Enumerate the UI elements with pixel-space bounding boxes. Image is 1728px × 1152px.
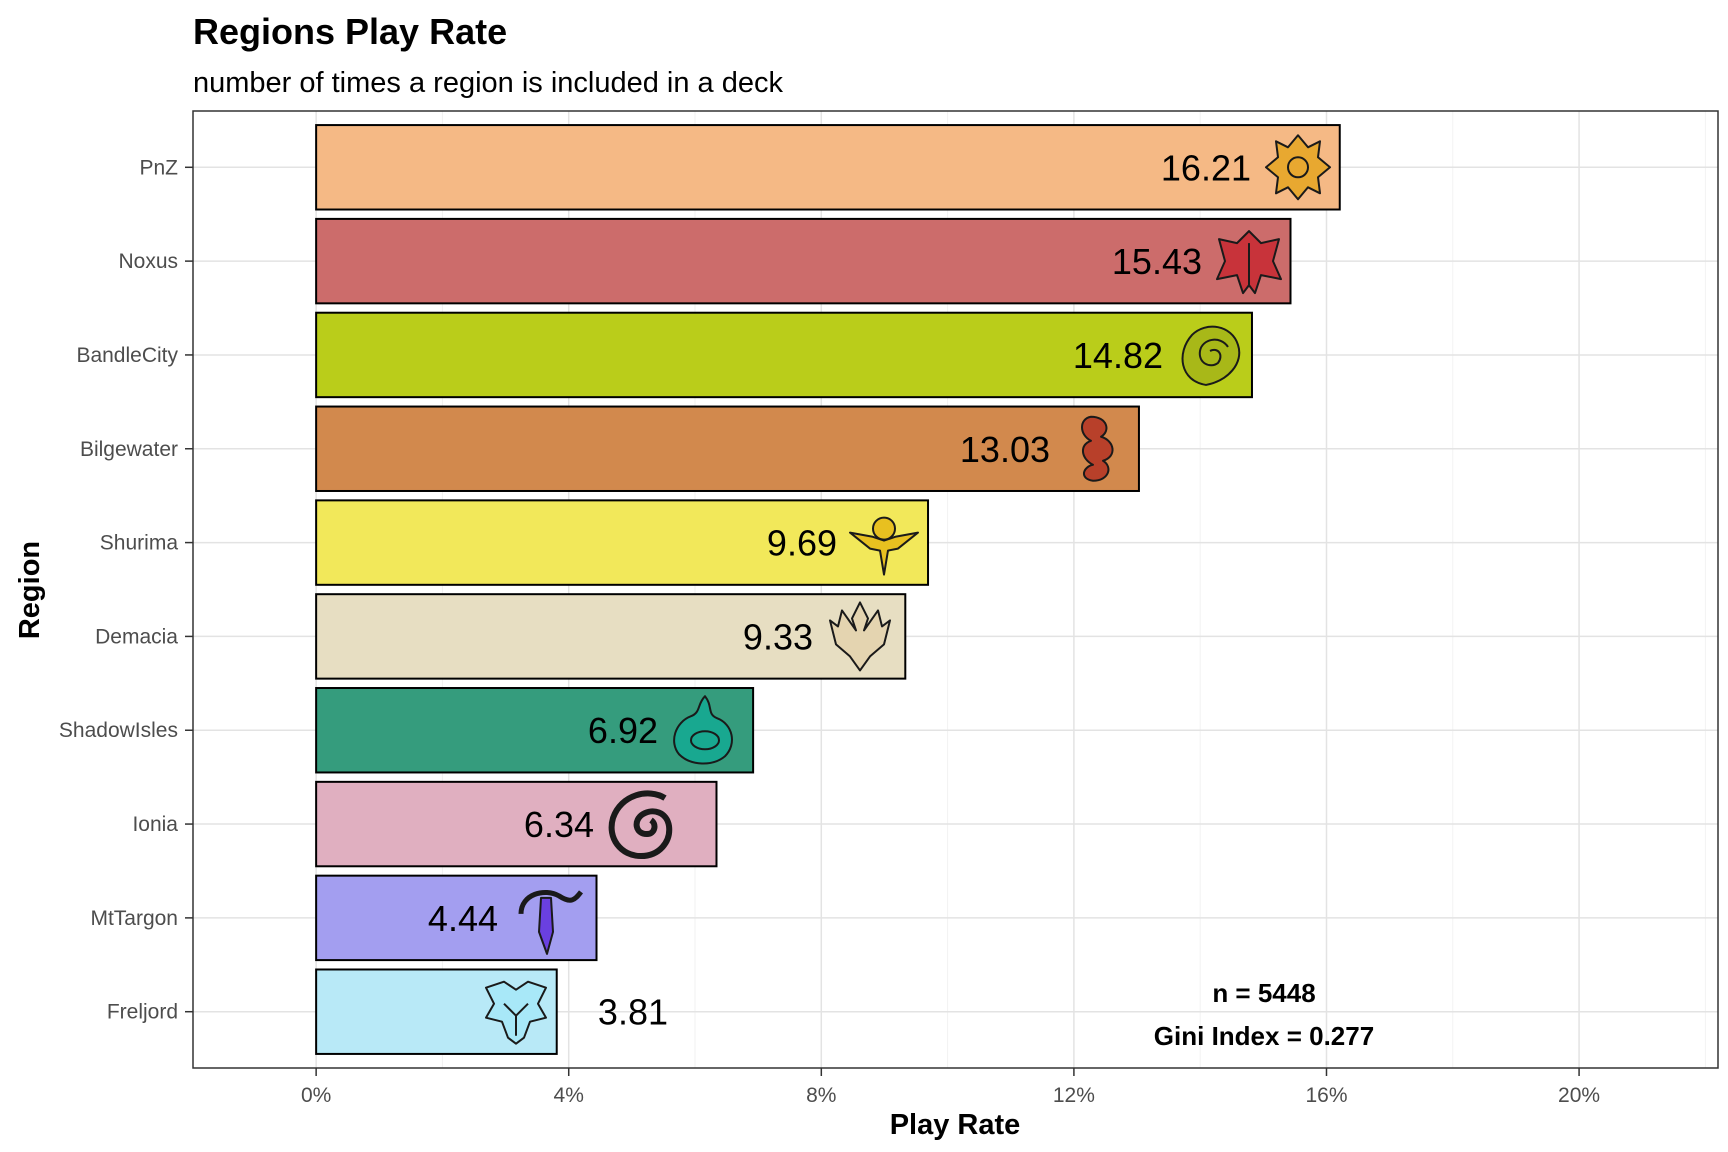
mttargon-crest-icon: [518, 890, 583, 955]
bar-bandlecity: [315, 311, 1253, 399]
bilgewater-crest-icon: [1081, 415, 1114, 482]
x-tick-label: 4%: [554, 1084, 584, 1107]
value-label-noxus: 15.43: [1112, 241, 1202, 282]
ionia-crest-icon: [608, 790, 673, 860]
gini-annotation: Gini Index = 0.277: [1154, 1021, 1374, 1051]
noxus-crest-icon: [1216, 230, 1282, 295]
bar-bilgewater: [315, 405, 1140, 492]
category-label-ionia: Ionia: [132, 813, 178, 836]
bar-shurima: [315, 499, 930, 586]
value-label-demacia: 9.33: [743, 616, 813, 657]
region-icons: [485, 134, 1331, 1045]
category-label-mttargon: MtTargon: [90, 907, 178, 930]
y-axis-title: Region: [14, 541, 46, 639]
value-labels: 16.21 15.43 14.82 13.03 9.69 9.33 6.92 6.34 4.44…: [428, 147, 1251, 1032]
chart-title: Regions Play Rate: [193, 11, 507, 52]
x-axis-title: Play Rate: [890, 1109, 1021, 1141]
category-label-pnz: PnZ: [139, 156, 178, 179]
category-label-shadowisles: ShadowIsles: [59, 719, 178, 742]
x-tick-label: 12%: [1053, 1084, 1095, 1107]
value-label-freljord: 3.81: [598, 992, 668, 1033]
value-label-bandlecity: 14.82: [1073, 335, 1163, 376]
category-label-bilgewater: Bilgewater: [80, 438, 178, 461]
value-label-bilgewater: 13.03: [960, 429, 1050, 470]
x-axis: 0% 4% 8% 12% 16% 20%: [301, 1068, 1600, 1107]
plot-border: [192, 110, 1719, 1069]
sample-size-annotation: n = 5448: [1212, 978, 1315, 1008]
value-label-shadowisles: 6.92: [588, 710, 658, 751]
chart-subtitle: number of times a region is included in …: [193, 67, 783, 99]
bar-pnz: [315, 124, 1341, 211]
category-label-freljord: Freljord: [107, 1001, 178, 1024]
category-label-bandlecity: BandleCity: [76, 344, 178, 367]
x-tick-label: 8%: [806, 1084, 836, 1107]
bars: [315, 124, 1341, 1055]
pnz-crest-icon: [1265, 134, 1331, 201]
y-axis: PnZ Noxus BandleCity Bilgewater Shurima Demac…: [59, 156, 193, 1024]
value-label-shurima: 9.69: [767, 523, 837, 564]
x-tick-label: 16%: [1305, 1084, 1347, 1107]
bandlecity-crest-icon: [1181, 325, 1241, 386]
x-tick-label: 0%: [301, 1084, 331, 1107]
bar-noxus: [315, 217, 1292, 305]
x-tick-label: 20%: [1558, 1084, 1600, 1107]
demacia-crest-icon: [829, 601, 891, 672]
value-label-ionia: 6.34: [524, 804, 594, 845]
shurima-crest-icon: [849, 516, 919, 576]
value-label-pnz: 16.21: [1161, 147, 1251, 188]
freljord-crest-icon: [485, 980, 547, 1045]
category-label-demacia: Demacia: [95, 625, 178, 648]
value-label-mttargon: 4.44: [428, 898, 498, 939]
category-label-shurima: Shurima: [100, 532, 179, 555]
shadowisles-crest-icon: [673, 695, 733, 765]
category-label-noxus: Noxus: [118, 250, 178, 273]
bar-demacia: [315, 593, 907, 680]
